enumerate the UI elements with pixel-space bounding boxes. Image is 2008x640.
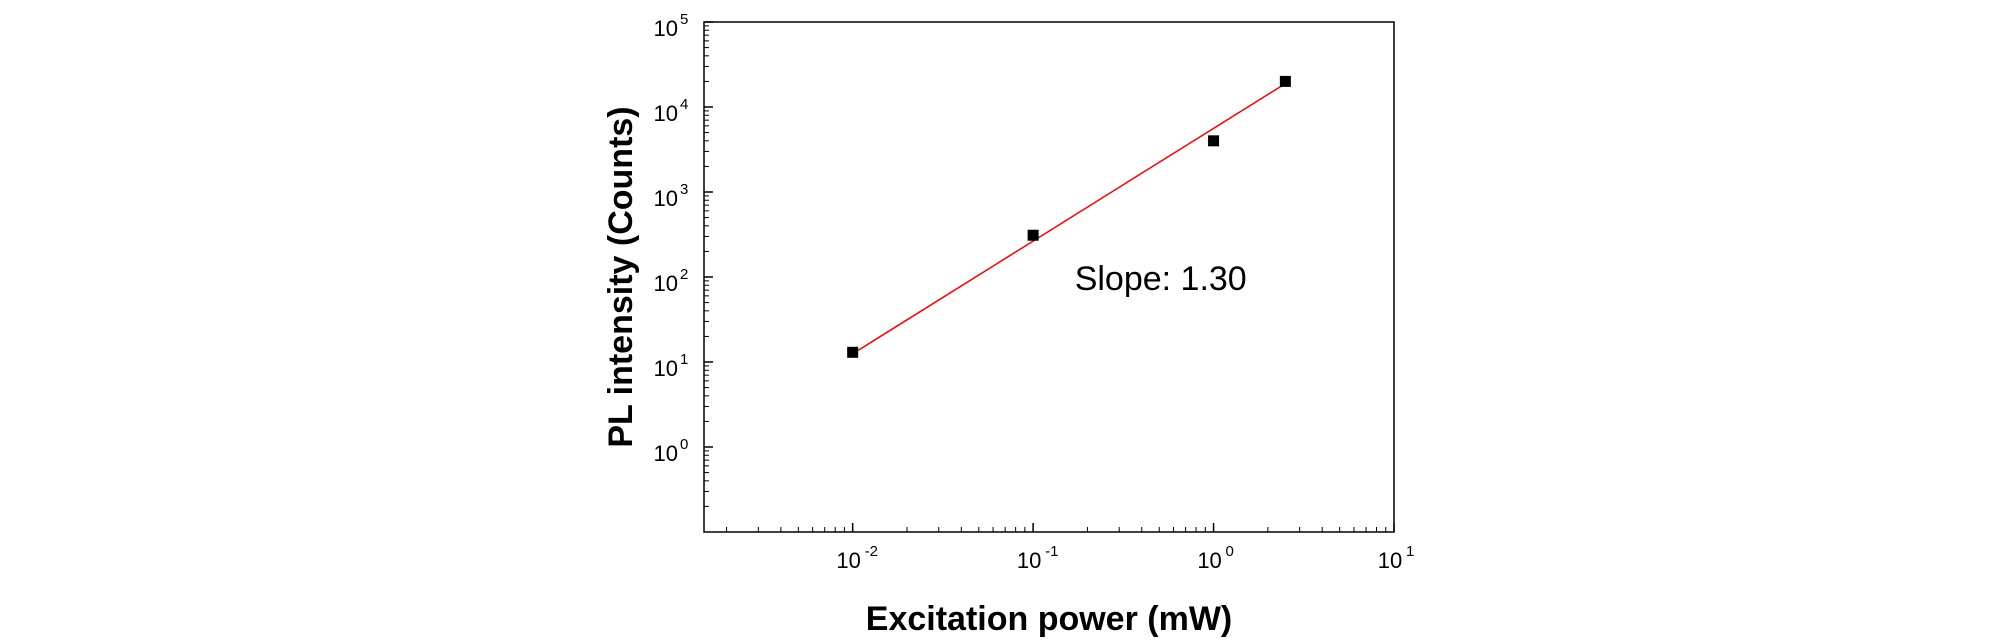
fit-line bbox=[852, 82, 1286, 355]
x-tick-exponent: 0 bbox=[1226, 543, 1234, 560]
slope-annotation: Slope: 1.30 bbox=[1075, 260, 1247, 298]
y-tick-label: 10 bbox=[654, 356, 678, 381]
x-axis: 10 -2 10 -1 10 0 10 1 bbox=[726, 523, 1414, 573]
y-tick-label: 10 bbox=[654, 271, 678, 296]
x-tick-exponent: -1 bbox=[1045, 543, 1058, 560]
y-tick-exponent: 0 bbox=[680, 436, 688, 453]
y-tick-exponent: 5 bbox=[680, 11, 688, 28]
x-tick-label: 10 bbox=[1017, 548, 1041, 573]
x-axis-title: Excitation power (mW) bbox=[866, 600, 1232, 638]
y-tick-label: 10 bbox=[654, 441, 678, 466]
x-tick-label: 10 bbox=[836, 548, 860, 573]
x-tick-label: 10 bbox=[1378, 548, 1402, 573]
x-tick-exponent: 1 bbox=[1406, 543, 1414, 560]
y-tick-label: 10 bbox=[654, 16, 678, 41]
x-tick-exponent: -2 bbox=[865, 543, 878, 560]
x-tick-label: 10 bbox=[1197, 548, 1221, 573]
y-tick-exponent: 1 bbox=[680, 351, 688, 368]
data-point bbox=[847, 346, 859, 358]
y-tick-exponent: 2 bbox=[680, 266, 688, 283]
data-point bbox=[1208, 135, 1220, 147]
y-tick-label: 10 bbox=[654, 101, 678, 126]
y-axis-title: PL intensity (Counts) bbox=[602, 106, 640, 447]
y-tick-label: 10 bbox=[654, 186, 678, 211]
y-tick-exponent: 4 bbox=[680, 96, 688, 113]
data-point bbox=[1027, 229, 1039, 241]
y-tick-exponent: 3 bbox=[680, 181, 688, 198]
data-points bbox=[847, 75, 1291, 358]
plot-frame bbox=[703, 21, 1395, 533]
data-point bbox=[1279, 75, 1291, 87]
